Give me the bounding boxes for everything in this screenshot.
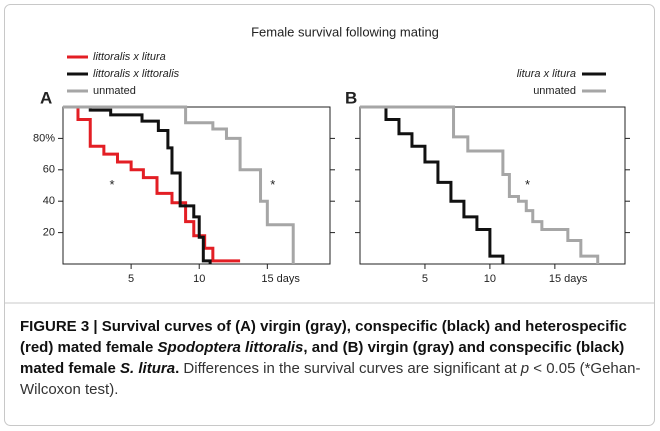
legend-label: litura x litura <box>517 68 576 80</box>
survival-curve <box>360 105 505 264</box>
y-tick-label: 40 <box>43 195 55 207</box>
legend-label: unmated <box>93 85 136 97</box>
annotation: * <box>270 177 275 192</box>
annotation: * <box>525 177 530 192</box>
caption: FIGURE 3 | Survival curves of (A) virgin… <box>20 316 644 400</box>
annotation: * <box>110 177 115 192</box>
y-tick-label: 60 <box>43 164 55 176</box>
caption-text: . <box>175 360 180 377</box>
plot-frame <box>359 106 626 265</box>
x-tick-label: 15 days <box>261 273 300 285</box>
survival-curve <box>63 105 212 264</box>
caption-text: < 0.05 (*Gehan-Wilcoxon test). <box>20 360 641 398</box>
x-tick-label: 10 <box>193 273 205 285</box>
x-tick-label: 10 <box>484 273 496 285</box>
frame <box>4 4 655 426</box>
caption-text: Spodoptera littoralis <box>157 339 304 356</box>
legend-label: littoralis x littoralis <box>93 68 180 80</box>
plot-frame <box>62 106 331 265</box>
y-tick-label: 80% <box>33 132 55 144</box>
caption-text: p <box>520 360 530 377</box>
x-tick-label: 5 <box>422 273 428 285</box>
caption-text: Differences in the survival curves are s… <box>179 360 521 377</box>
survival-curve <box>63 105 241 263</box>
figure-title: Female survival following mating <box>251 24 439 39</box>
legend-label: littoralis x litura <box>93 51 166 63</box>
caption-text: S. litura <box>120 360 176 377</box>
survival-curve <box>360 105 600 264</box>
legend-label: unmated <box>533 85 576 97</box>
y-tick-label: 20 <box>43 227 55 239</box>
caption-text: FIGURE 3 | Survival curves of (A) virgin… <box>20 318 627 356</box>
panel-label: B <box>345 88 357 107</box>
x-tick-label: 5 <box>128 273 134 285</box>
survival-curve <box>63 105 295 264</box>
panel-label: A <box>40 88 52 107</box>
caption-text: , and (B) virgin (gray) and conspecific … <box>20 339 625 377</box>
x-tick-label: 15 days <box>549 273 588 285</box>
